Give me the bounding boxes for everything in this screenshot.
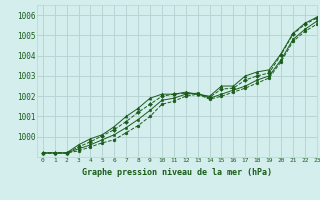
X-axis label: Graphe pression niveau de la mer (hPa): Graphe pression niveau de la mer (hPa) <box>82 168 272 177</box>
